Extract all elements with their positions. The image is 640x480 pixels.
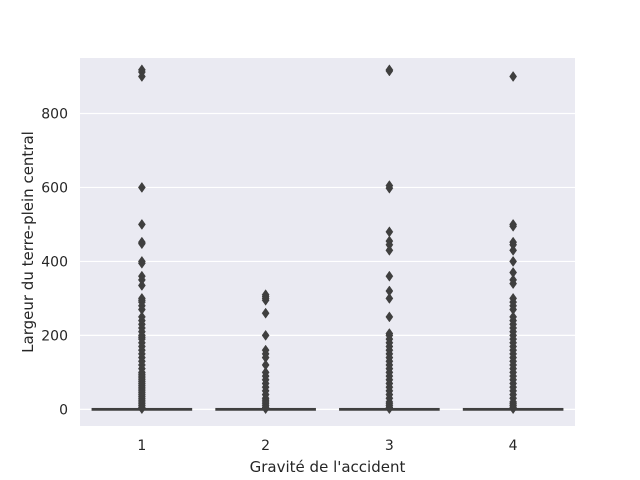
x-tick-label: 1 bbox=[137, 438, 146, 454]
y-axis-label: Largeur du terre-plein central bbox=[19, 131, 37, 353]
x-tick-label: 4 bbox=[509, 438, 518, 454]
outlier-point bbox=[261, 307, 270, 319]
y-tick-label: 200 bbox=[41, 328, 68, 344]
outliers-2 bbox=[261, 289, 270, 415]
outlier-point bbox=[261, 294, 270, 306]
outlier-point bbox=[385, 292, 394, 304]
outlier-point bbox=[261, 403, 270, 415]
x-tick-label: 2 bbox=[261, 438, 270, 454]
y-tick-label: 0 bbox=[59, 402, 68, 418]
outlier-point bbox=[385, 270, 394, 282]
outlier-point bbox=[509, 403, 518, 415]
outlier-point bbox=[509, 255, 518, 267]
outlier-point bbox=[385, 311, 394, 323]
x-axis-ticks: 1 2 3 4 bbox=[137, 438, 517, 454]
x-axis-label: Gravité de l'accident bbox=[250, 458, 406, 476]
outlier-point bbox=[137, 403, 146, 415]
plot-area bbox=[80, 58, 575, 426]
outlier-point bbox=[137, 238, 146, 250]
y-tick-label: 800 bbox=[41, 106, 68, 122]
outlier-point bbox=[509, 244, 518, 256]
outlier-point bbox=[137, 257, 146, 269]
y-axis-ticks: 0 200 400 600 800 bbox=[41, 106, 68, 418]
outlier-point bbox=[385, 244, 394, 256]
outlier-point bbox=[385, 65, 394, 77]
outlier-point bbox=[385, 403, 394, 415]
outlier-point bbox=[261, 329, 270, 341]
outliers-3 bbox=[385, 64, 394, 415]
outlier-point bbox=[137, 181, 146, 193]
y-tick-label: 600 bbox=[41, 180, 68, 196]
outlier-point bbox=[137, 279, 146, 291]
outlier-point bbox=[509, 220, 518, 232]
outlier-point bbox=[137, 218, 146, 230]
outliers-4 bbox=[509, 71, 518, 415]
outliers-layer bbox=[137, 64, 518, 415]
outlier-point bbox=[509, 278, 518, 290]
outlier-point bbox=[137, 71, 146, 82]
outlier-point bbox=[385, 182, 394, 194]
outliers-1 bbox=[137, 64, 146, 415]
x-tick-label: 3 bbox=[385, 438, 394, 454]
outlier-point bbox=[509, 71, 518, 82]
y-tick-label: 400 bbox=[41, 254, 68, 270]
